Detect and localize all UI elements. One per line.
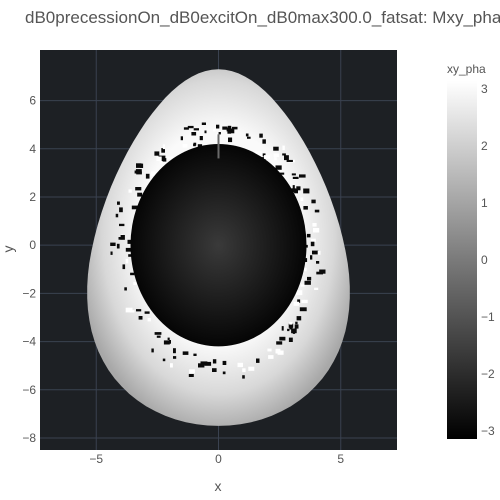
y-tick-labels: −8 −6 −4 −2 0 2 4 6 <box>22 94 36 445</box>
y-tick-label: −6 <box>22 383 36 397</box>
y-tick-label: 6 <box>29 94 36 108</box>
chart-title: dB0precessionOn_dB0excitOn_dB0max300.0_f… <box>25 8 500 27</box>
colorbar-tick-label: 0 <box>481 253 488 267</box>
y-tick-label: −4 <box>22 335 36 349</box>
colorbar-tick-label: −3 <box>481 424 495 438</box>
inner-region <box>130 143 307 347</box>
x-axis-label: x <box>215 478 222 494</box>
y-tick-label: −8 <box>22 431 36 445</box>
y-tick-label: −2 <box>22 286 36 300</box>
x-tick-label: 0 <box>215 452 222 466</box>
colorbar <box>447 81 477 439</box>
x-tick-label: −5 <box>89 452 103 466</box>
y-tick-label: 2 <box>29 190 36 204</box>
y-axis-label: y <box>0 246 16 253</box>
phase-wrap-speckles <box>110 122 326 379</box>
colorbar-tick-label: 3 <box>481 82 488 96</box>
colorbar-tick-label: −2 <box>481 367 495 381</box>
colorbar-tick-label: −1 <box>481 310 495 324</box>
x-tick-label: 5 <box>337 452 344 466</box>
colorbar-tick-label: 2 <box>481 139 488 153</box>
colorbar-title: xy_pha <box>447 62 486 76</box>
y-tick-label: 4 <box>29 142 36 156</box>
y-tick-label: 0 <box>29 238 36 252</box>
colorbar-ticks: 3 2 1 0 −1 −2 −3 <box>481 82 495 438</box>
colorbar-tick-label: 1 <box>481 196 488 210</box>
